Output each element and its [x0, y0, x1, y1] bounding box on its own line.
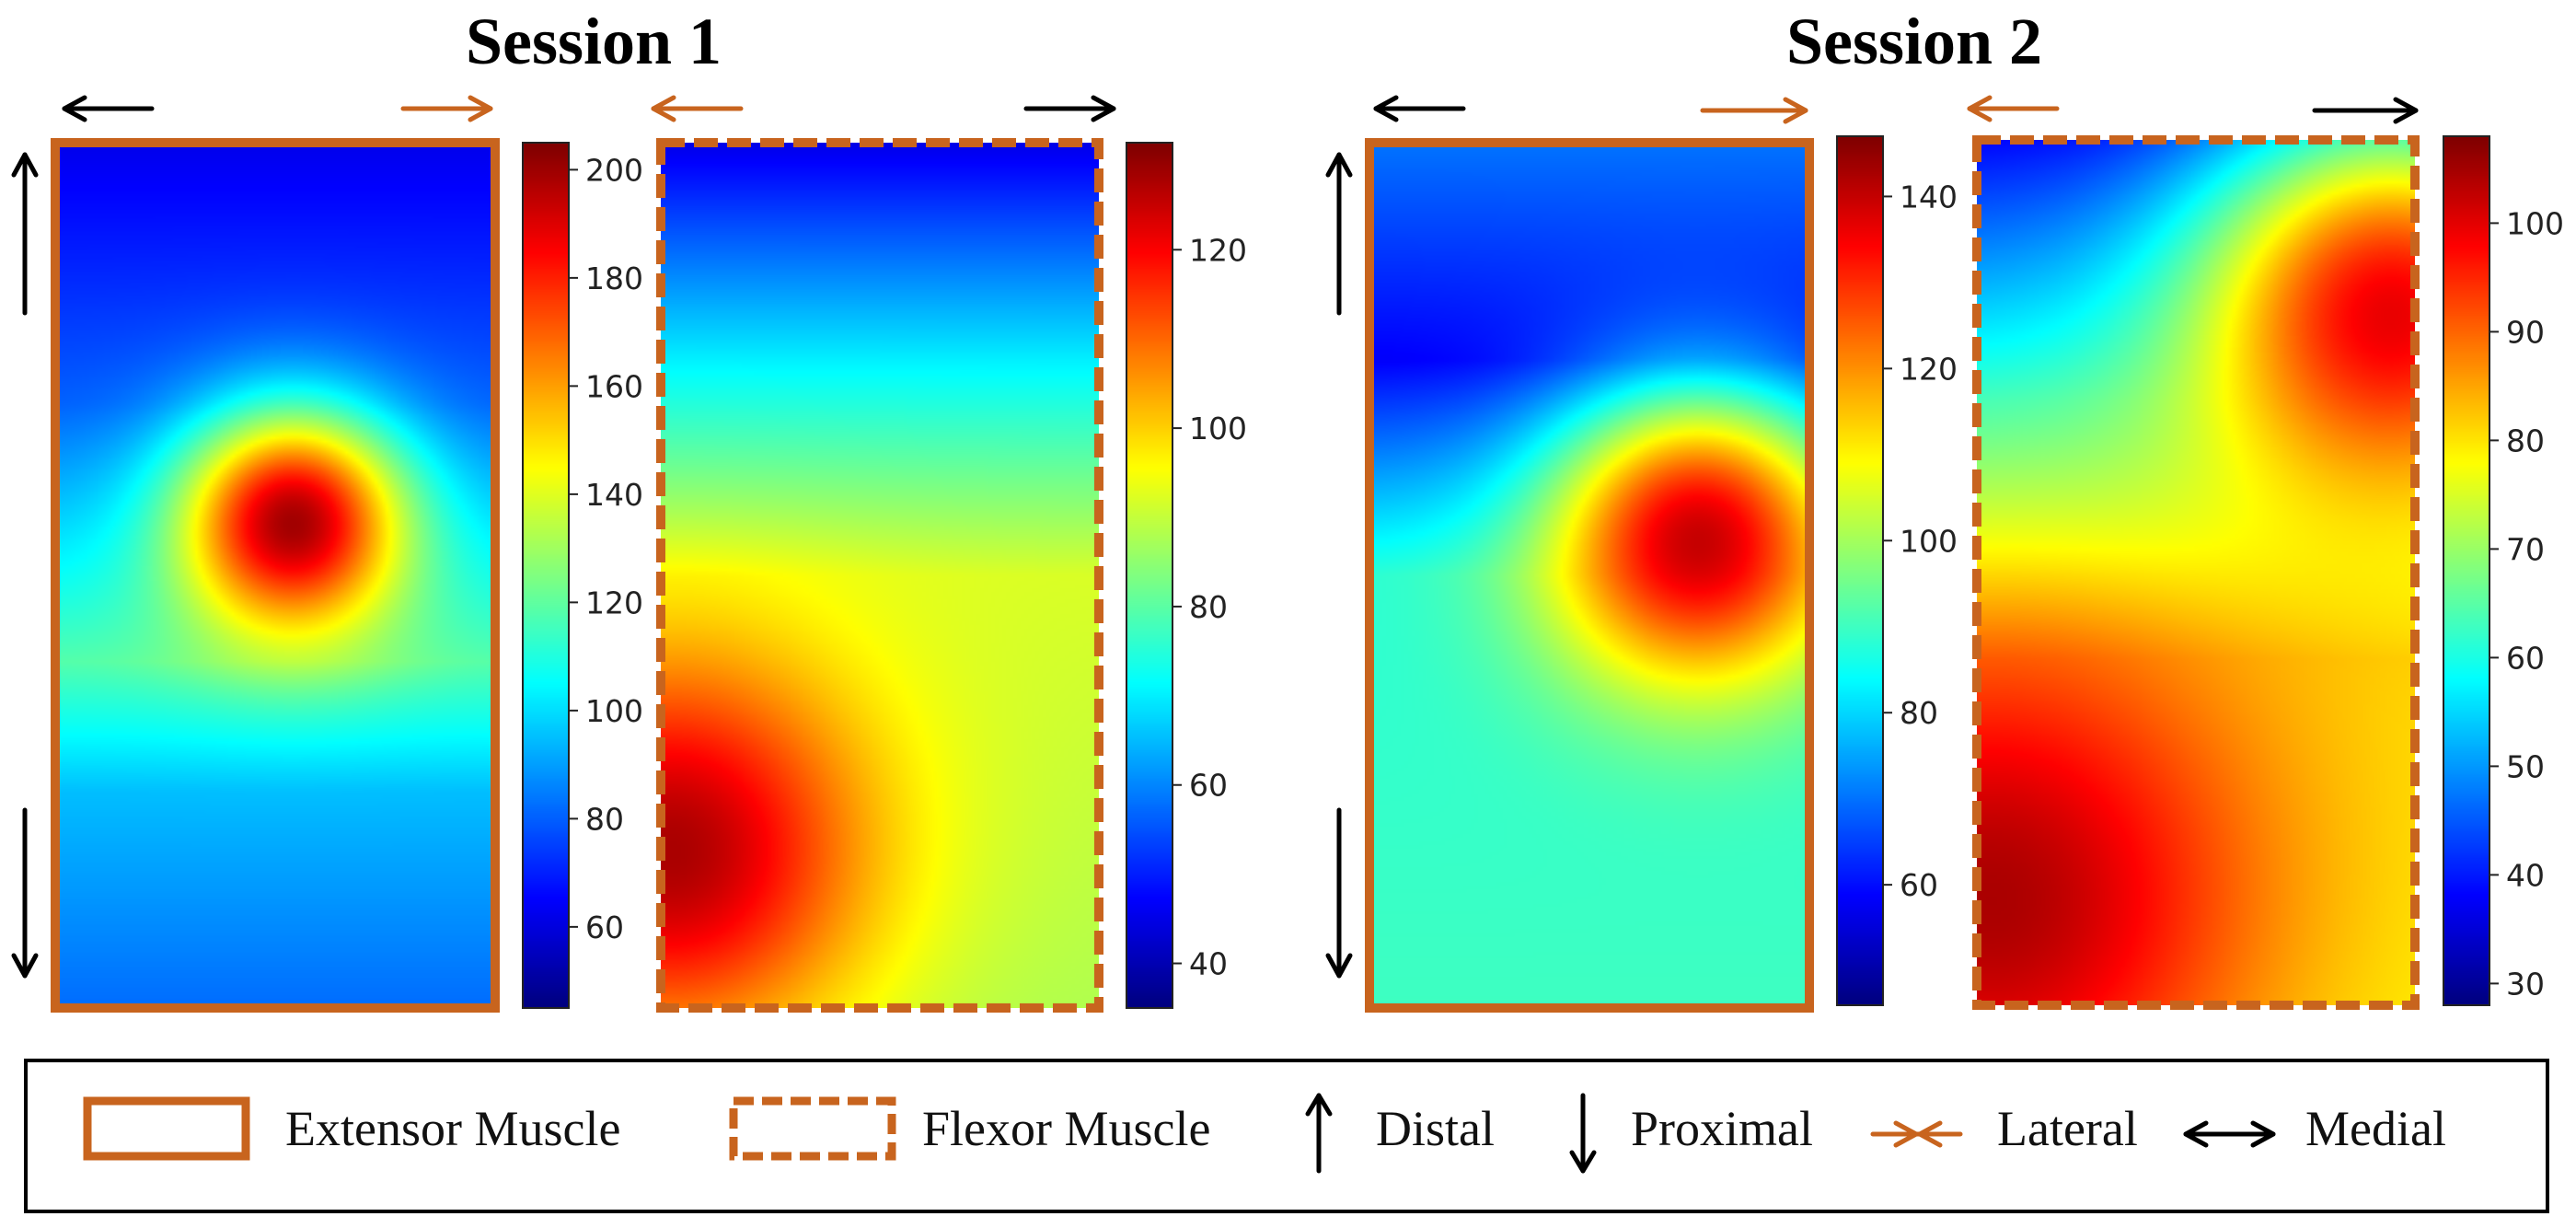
colorbar-tick-label: 60	[1900, 867, 1938, 903]
medial-arrow-s1-flex	[1023, 95, 1116, 122]
colorbar-tick-label: 100	[2506, 205, 2564, 241]
colorbar-session1-extensor: 60 80 100 120 140 160 180 200	[522, 142, 643, 1009]
heatmap-session2-extensor	[1369, 143, 1809, 1008]
colorbar-tick-label: 140	[1900, 179, 1958, 214]
medial-arrow-s1-ext	[62, 95, 155, 122]
medial-arrow-s2-flex	[2312, 97, 2419, 124]
lateral-arrow-s1-ext	[400, 95, 493, 122]
legend-proximal-arrow-icon	[1569, 1093, 1597, 1174]
colorbar-tick-label: 100	[1900, 523, 1958, 559]
flexor-frame-s2	[1972, 135, 2420, 1010]
heatmap-session1-extensor	[55, 143, 495, 1008]
legend-medial-label: Medial	[2305, 1101, 2446, 1156]
colorbar-tick-label: 80	[2506, 423, 2545, 458]
distal-arrow-s2	[1325, 152, 1353, 316]
legend-distal-arrow-icon	[1305, 1093, 1333, 1174]
colorbar-tick-label: 120	[585, 585, 643, 620]
session-1-title: Session 1	[465, 5, 722, 78]
legend-flexor-swatch	[729, 1096, 896, 1161]
colorbar-tick-label: 90	[2506, 314, 2545, 350]
colorbar-outline	[1126, 142, 1173, 1009]
colorbar-tick-label: 200	[585, 152, 643, 188]
colorbar-session2-flexor: 30 40 50 60 70 80 90 100	[2443, 135, 2564, 1006]
legend-extensor-swatch	[83, 1096, 250, 1161]
extensor-frame-s2	[1365, 138, 1814, 1013]
legend-extensor-label: Extensor Muscle	[285, 1101, 620, 1156]
colorbar-tick-label: 100	[585, 693, 643, 729]
colorbar-outline	[522, 142, 570, 1009]
colorbar-tick-label: 60	[2506, 640, 2545, 676]
colorbar-tick-label: 100	[1189, 411, 1247, 446]
colorbar-tick-label: 80	[1900, 695, 1938, 731]
colorbar-session2-extensor: 60 80 100 120 140	[1836, 135, 1958, 1006]
colorbar-tick-label: 30	[2506, 966, 2545, 1002]
medial-arrow-s2-ext	[1373, 95, 1466, 122]
colorbar-gradient	[523, 143, 569, 1008]
session-2-title: Session 2	[1785, 5, 2043, 78]
colorbar-tick-label: 120	[1900, 351, 1958, 387]
colorbar-tick-label: 70	[2506, 531, 2545, 567]
legend-distal-label: Distal	[1376, 1101, 1495, 1156]
heatmap-session1-flexor	[661, 143, 1099, 1008]
colorbar-tick-label: 160	[585, 368, 643, 404]
colorbar-outline	[2443, 135, 2490, 1006]
legend: Extensor Muscle Flexor Muscle Distal Pro…	[24, 1059, 2549, 1213]
distal-arrow-s1	[11, 152, 39, 316]
legend-lateral-arrow-icon	[1870, 1120, 1963, 1148]
colorbar-session1-flexor: 40 60 80 100 120	[1126, 142, 1247, 1009]
colorbar-tick-label: 80	[585, 801, 624, 837]
legend-flexor-label: Flexor Muscle	[922, 1101, 1210, 1156]
legend-lateral-label: Lateral	[1997, 1101, 2138, 1156]
colorbar-tick-label: 60	[585, 909, 624, 945]
colorbar-tick-label: 180	[585, 261, 643, 296]
colorbar-tick-label: 120	[1189, 232, 1247, 268]
colorbar-tick-label: 140	[585, 477, 643, 513]
colorbar-outline	[1836, 135, 1884, 1006]
colorbar-tick-label: 50	[2506, 748, 2545, 784]
legend-border	[24, 1059, 2549, 1213]
direction-arrows	[11, 95, 2419, 979]
colorbar-gradient	[1126, 143, 1172, 1008]
proximal-arrow-s2	[1325, 807, 1353, 979]
lateral-arrow-s1-flex	[651, 95, 744, 122]
proximal-arrow-s1	[11, 807, 39, 979]
colorbar-gradient	[2443, 136, 2489, 1005]
lateral-arrow-s2-flex	[1967, 95, 2060, 122]
colorbar-tick-label: 40	[1189, 946, 1228, 982]
colorbar-gradient	[1837, 136, 1883, 1005]
extensor-frame-s1	[51, 138, 500, 1013]
colorbar-tick-label: 40	[2506, 857, 2545, 893]
heatmap-session2-flexor	[1977, 140, 2415, 1005]
legend-proximal-label: Proximal	[1631, 1101, 1813, 1156]
flexor-frame-s1	[656, 138, 1103, 1013]
lateral-arrow-s2-ext	[1700, 97, 1808, 124]
legend-medial-arrow-icon	[2183, 1120, 2276, 1148]
colorbar-tick-label: 60	[1189, 768, 1228, 804]
colorbar-tick-label: 80	[1189, 589, 1228, 625]
